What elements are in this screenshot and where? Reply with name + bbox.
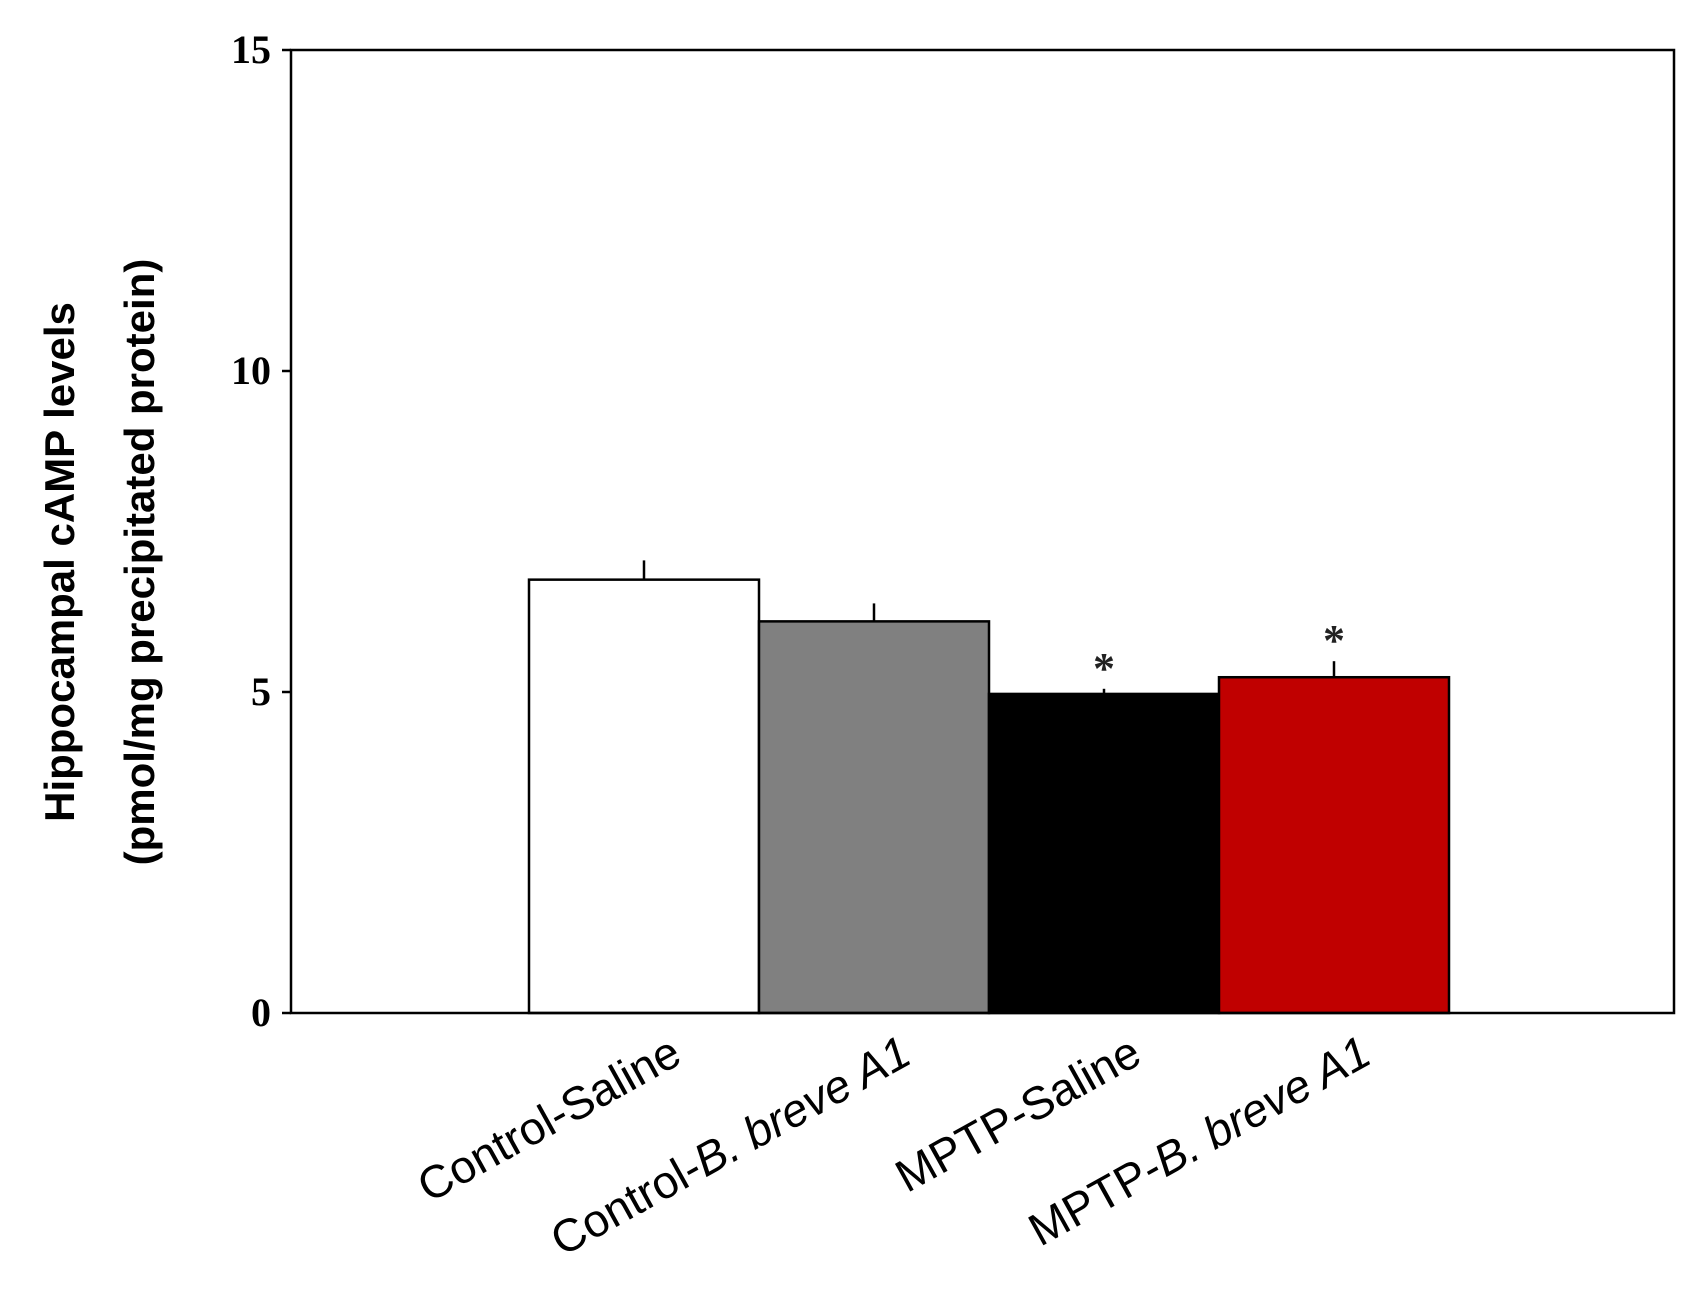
bar <box>1217 675 1451 1015</box>
significance-asterisk: * <box>1323 616 1345 665</box>
significance-asterisk: * <box>1093 644 1115 693</box>
bars <box>527 578 1451 1015</box>
significance-marks: ** <box>1093 616 1345 693</box>
error-bars <box>642 560 1336 694</box>
y-axis-ticks: 0 5 10 15 <box>231 27 291 1035</box>
bar <box>987 692 1221 1015</box>
y-tick-label: 0 <box>251 990 271 1035</box>
category-label-italic: B. breve A1 <box>1145 1025 1379 1186</box>
y-axis-label-line-2: (pmol/mg precipitated protein) <box>116 259 163 866</box>
y-tick-label: 15 <box>231 27 271 72</box>
category-label-plain: MPTP- <box>1020 1141 1170 1256</box>
bar <box>757 620 991 1015</box>
category-label-plain: Control- <box>542 1141 710 1266</box>
plot-area-frame <box>289 48 1676 1015</box>
y-tick-label: 10 <box>231 348 271 393</box>
y-tick-label: 5 <box>251 669 271 714</box>
y-axis-label-line-1: Hippocampal cAMP levels <box>36 302 83 822</box>
bar <box>527 578 761 1015</box>
category-label-italic: B. breve A1 <box>685 1025 919 1186</box>
